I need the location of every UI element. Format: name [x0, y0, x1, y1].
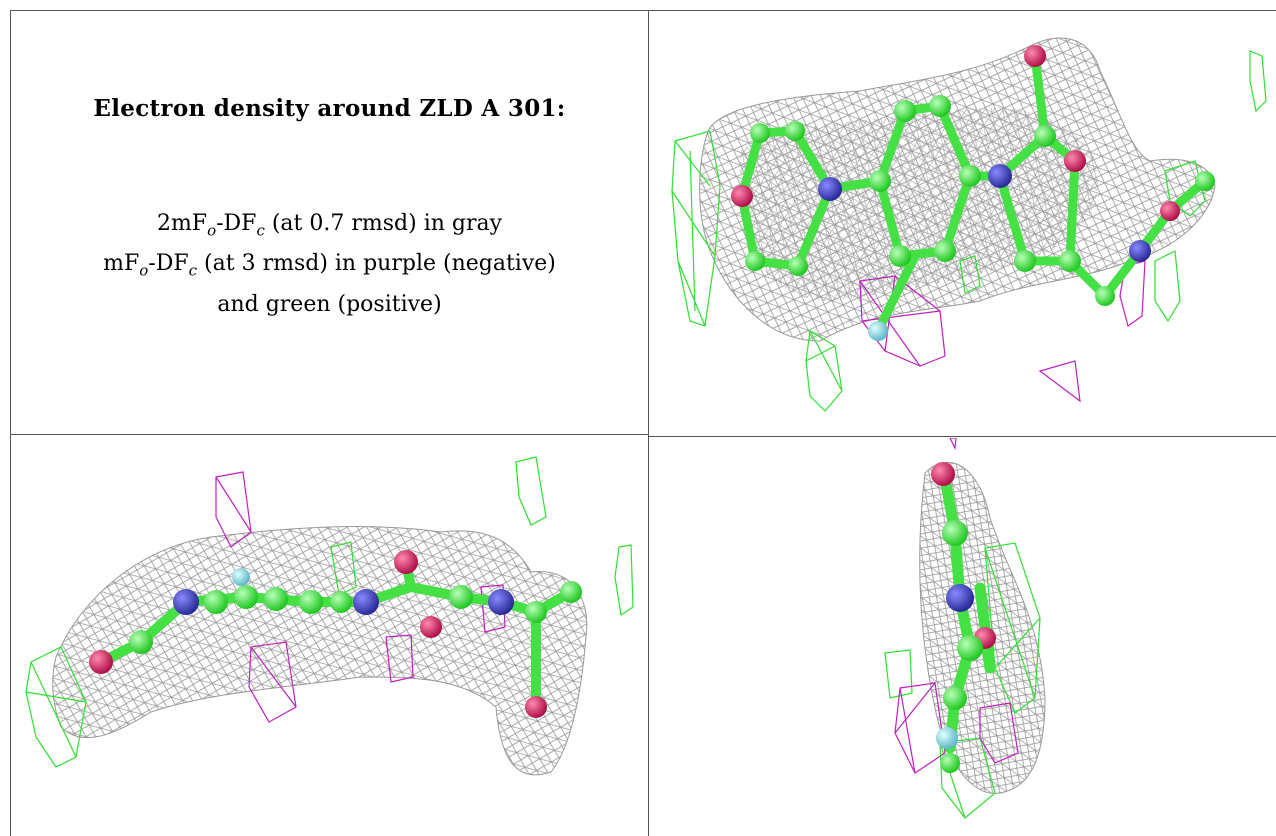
table-divider-horizontal-right	[649, 436, 1276, 437]
table-border-top	[10, 10, 1276, 11]
caption-line-fofc: mFo-DFc (at 3 rmsd) in purple (negative)	[103, 251, 556, 280]
table-divider-vertical	[648, 10, 649, 836]
caption-body: 2mFo-DFc (at 0.7 rmsd) in gray mFo-DFc (…	[11, 207, 648, 321]
caption-line-2fofc: 2mFo-DFc (at 0.7 rmsd) in gray	[156, 211, 503, 240]
caption-cell: Electron density around ZLD A 301: 2mFo-…	[11, 11, 648, 434]
caption-line-colors: and green (positive)	[217, 291, 442, 317]
density-view-bottom-left	[25, 456, 634, 776]
density-view-top-right	[671, 37, 1267, 412]
table-divider-horizontal-left	[10, 434, 649, 435]
caption-title: Electron density around ZLD A 301:	[93, 95, 566, 122]
table-border-left	[10, 10, 11, 836]
density-view-bottom-right	[884, 438, 1046, 819]
